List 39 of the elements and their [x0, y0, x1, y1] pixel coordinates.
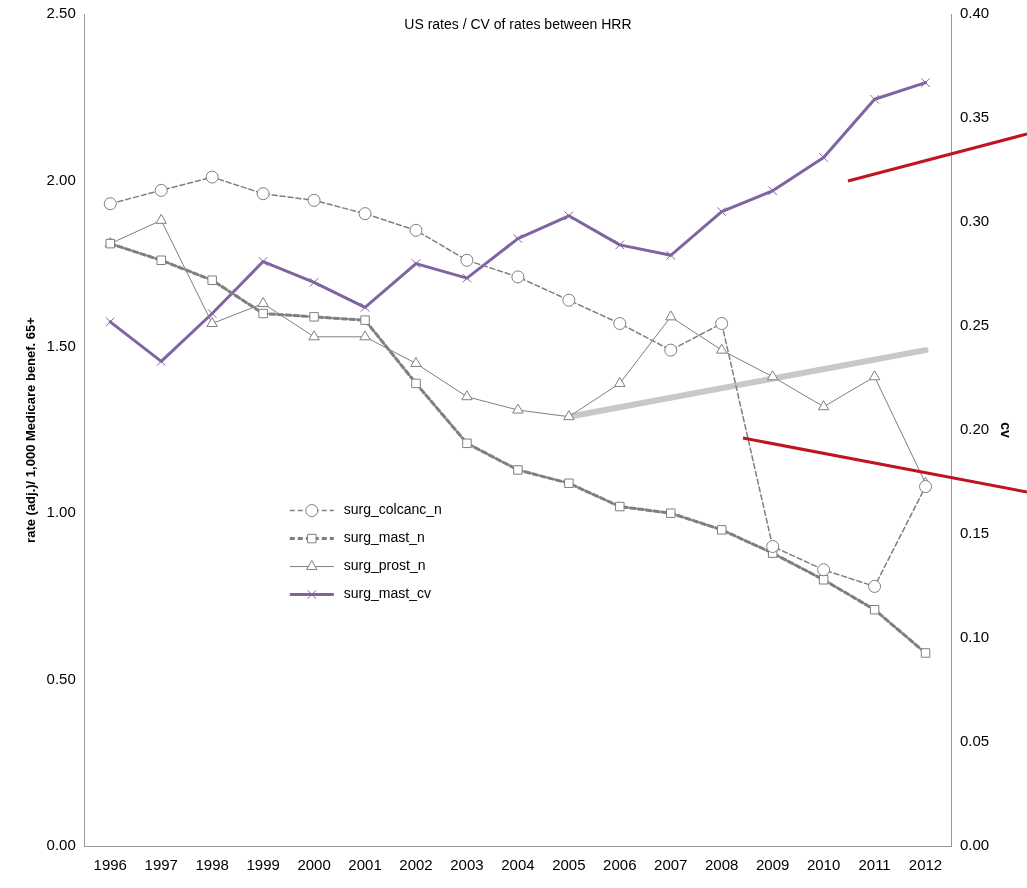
y2-tick-label: 0.30 [960, 212, 990, 230]
y-tick-label: 1.00 [46, 503, 76, 521]
x-tick-label: 2009 [755, 856, 790, 874]
y2-tick-label: 0.05 [960, 732, 990, 750]
y2-tick-label: 0.00 [960, 836, 990, 854]
y2-tick-label: 0.35 [960, 108, 990, 126]
y2-tick-label: 0.20 [960, 420, 990, 438]
x-tick-label: 2008 [705, 856, 739, 874]
x-tick-label: 2006 [603, 856, 637, 874]
y-tick-label: 2.00 [46, 170, 76, 188]
chart-title: US rates / CV of rates between HRR [404, 15, 632, 32]
legend-label: surg_colcanc_n [343, 501, 442, 518]
x-tick-label: 2002 [399, 856, 433, 874]
x-tick-label: 1997 [144, 856, 178, 874]
x-tick-label: 2010 [806, 856, 841, 874]
x-tick-label: 1996 [93, 856, 127, 874]
y2-tick-label: 0.40 [960, 4, 990, 22]
x-tick-label: 2000 [297, 856, 331, 874]
legend-label: surg_mast_cv [343, 585, 431, 602]
y-tick-label: 1.50 [46, 336, 76, 354]
x-tick-label: 2007 [654, 856, 688, 874]
y2-tick-label: 0.15 [960, 524, 990, 542]
x-tick-label: 2012 [908, 856, 943, 874]
y2-tick-label: 0.25 [960, 316, 990, 334]
x-tick-label: 1998 [195, 856, 229, 874]
legend-label: surg_mast_n [343, 529, 425, 546]
x-tick-label: 1999 [246, 856, 280, 874]
x-tick-label: 2004 [501, 856, 535, 874]
y-tick-label: 0.00 [46, 836, 76, 854]
x-tick-label: 2003 [450, 856, 484, 874]
y-tick-label: 0.50 [46, 669, 76, 687]
y2-tick-label: 0.10 [960, 628, 990, 646]
y-tick-label: 2.50 [46, 4, 76, 22]
x-tick-label: 2001 [348, 856, 382, 874]
x-tick-label: 2005 [552, 856, 586, 874]
y2-axis-title: cv [997, 422, 1014, 438]
legend-label: surg_prost_n [343, 557, 426, 574]
y-axis-title: rate (adj.)/ 1,000 Medicare benef. 65+ [23, 316, 39, 543]
x-tick-label: 2011 [858, 856, 891, 874]
